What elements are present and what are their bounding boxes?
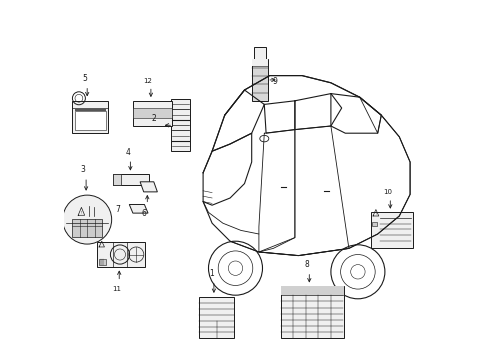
Text: 3: 3 [80,165,85,174]
Bar [75,109,105,111]
Bar [97,242,145,267]
Bar [113,174,121,185]
Bar [113,174,149,185]
Text: !: ! [81,211,82,215]
Text: 10: 10 [383,189,391,195]
Circle shape [62,195,111,244]
Bar [371,222,376,226]
Text: 2: 2 [151,114,156,123]
Bar [72,219,102,237]
Text: 1: 1 [208,269,213,278]
Text: 9: 9 [272,77,277,85]
Text: !: ! [374,212,376,216]
Polygon shape [140,182,157,192]
Text: 8: 8 [304,260,308,269]
Bar [133,108,171,118]
Text: 5: 5 [81,74,86,83]
Bar [72,101,108,133]
Text: 4: 4 [125,148,130,157]
Text: 7: 7 [115,205,120,214]
Bar [99,259,106,265]
Bar [75,111,105,130]
Bar [170,99,190,151]
Bar [370,212,412,248]
Bar [133,101,171,126]
Bar [251,59,267,66]
Bar [280,286,343,295]
Bar [199,297,233,338]
Text: 11: 11 [112,286,121,292]
Text: 12: 12 [143,77,152,84]
Bar [251,59,267,101]
Bar [280,286,343,338]
Text: 6: 6 [142,209,146,218]
Bar [254,47,265,59]
Polygon shape [129,204,148,213]
